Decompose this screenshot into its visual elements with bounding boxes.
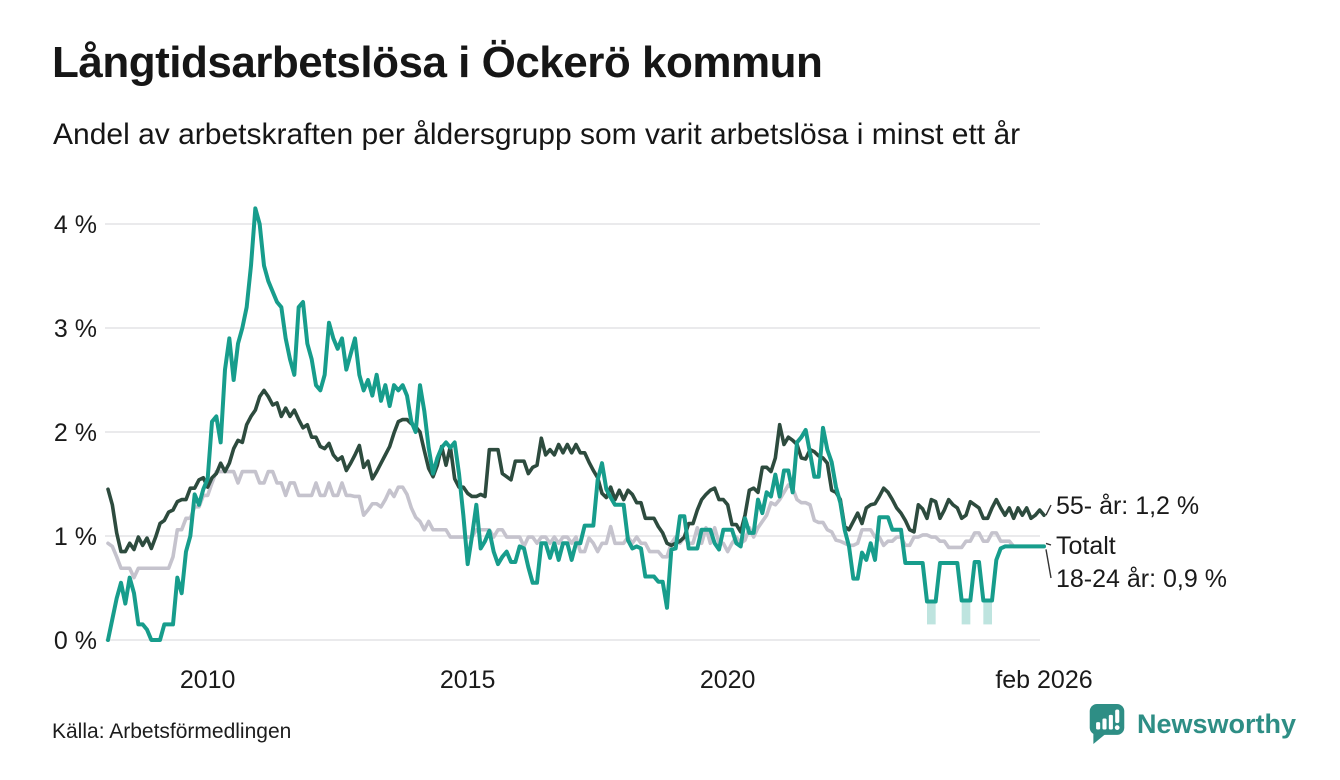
- series-line-totalt: [106, 469, 1046, 580]
- uncertainty-band: [961, 600, 971, 625]
- x-tick-label: 2010: [180, 666, 236, 694]
- y-tick-label: 0 %: [54, 627, 97, 655]
- source-note: Källa: Arbetsförmedlingen: [52, 720, 292, 743]
- series-line-55-r: [106, 388, 1046, 554]
- newsworthy-logo: Newsworthy: [1087, 702, 1296, 746]
- label-connector-18-24-r: [1045, 549, 1052, 579]
- newsworthy-icon: [1089, 704, 1125, 744]
- series-line-18-24-r: [106, 206, 1046, 642]
- end-label-55-r: 55- år: 1,2 %: [1056, 492, 1199, 520]
- uncertainty-band: [927, 601, 936, 625]
- y-tick-label: 2 %: [54, 419, 97, 447]
- end-label-totalt: Totalt: [1056, 532, 1116, 560]
- x-tick-label: 2015: [440, 666, 496, 694]
- x-tick-label: 2020: [700, 666, 756, 694]
- uncertainty-band: [983, 600, 992, 625]
- label-connector-55-r: [1045, 504, 1052, 516]
- page-title: Långtidsarbetslösa i Öckerö kommun: [52, 38, 823, 87]
- chart-subtitle: Andel av arbetskraften per åldersgrupp s…: [53, 118, 1021, 151]
- label-connector-totalt: [1045, 542, 1052, 546]
- y-tick-label: 3 %: [54, 315, 97, 343]
- y-tick-label: 1 %: [54, 523, 97, 551]
- x-tick-label: feb 2026: [995, 666, 1092, 694]
- newsworthy-wordmark: Newsworthy: [1136, 708, 1296, 739]
- y-tick-label: 4 %: [54, 211, 97, 239]
- end-label-18-24-r: 18-24 år: 0,9 %: [1056, 565, 1227, 593]
